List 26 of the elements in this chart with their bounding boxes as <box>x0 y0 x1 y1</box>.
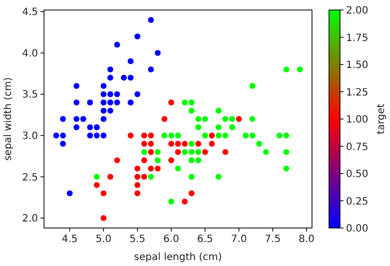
color-bar-label: 1.50 <box>346 60 368 71</box>
y-tick-label: 2.0 <box>22 214 38 225</box>
x-tick-label: 7.0 <box>230 234 247 245</box>
x-tick-label: 5.5 <box>129 234 146 245</box>
x-tick-label: 7.5 <box>264 234 281 245</box>
y-axis-title: sepal width (cm) <box>3 77 14 161</box>
color-bar-label: 1.75 <box>346 32 368 44</box>
color-bar-label: 0.50 <box>346 169 368 180</box>
y-tick-label: 2.5 <box>22 172 38 184</box>
x-tick-label: 4.5 <box>62 234 78 245</box>
color-bar-label: 0.25 <box>346 196 368 208</box>
x-tick-label: 6.0 <box>163 234 180 245</box>
y-tick-label: 4.0 <box>22 48 38 60</box>
y-tick-label: 3.5 <box>22 90 38 101</box>
y-tick-label: 3.0 <box>22 131 38 142</box>
color-bar-label: 1.25 <box>346 87 368 98</box>
color-bar-label: 0.00 <box>346 224 368 234</box>
x-tick-label: 8.0 <box>298 234 315 245</box>
color-bar-title: target <box>376 104 387 134</box>
x-axis-title: sepal length (cm) <box>134 252 222 263</box>
color-bar-label: 0.75 <box>346 142 368 153</box>
color-bar-label: 1.00 <box>346 114 368 126</box>
x-tick-label: 5.0 <box>96 234 112 245</box>
x-tick-label: 6.5 <box>197 234 214 245</box>
color-bar-label: 2.00 <box>346 6 368 16</box>
y-tick-label: 4.5 <box>22 7 38 18</box>
